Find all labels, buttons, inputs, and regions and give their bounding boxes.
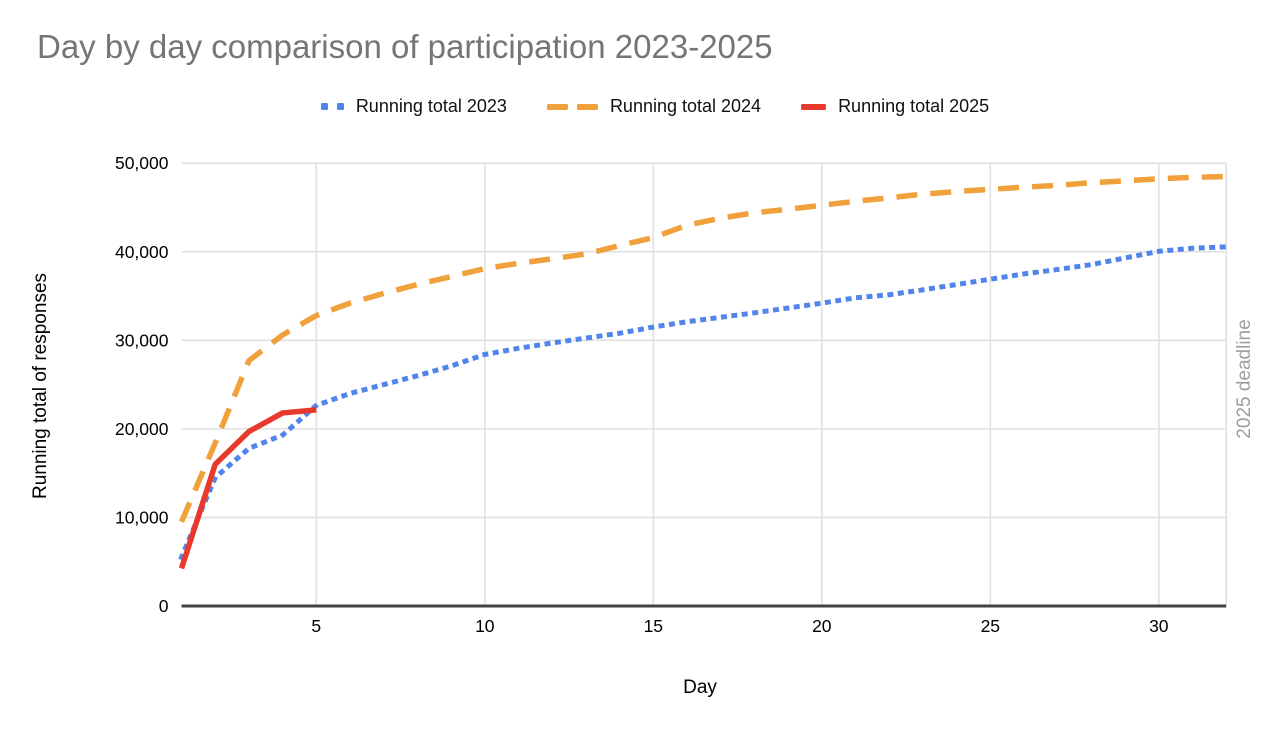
legend-label-2023: Running total 2023: [355, 96, 507, 116]
legend-item-2024: Running total 2024: [546, 96, 762, 117]
x-tick-label: 25: [981, 616, 1000, 636]
x-tick-label: 30: [1149, 616, 1169, 636]
y-tick-label: 50,000: [115, 153, 169, 173]
legend-label-2025: Running total 2025: [838, 96, 990, 116]
legend-item-2025: Running total 2025: [801, 96, 989, 117]
legend-label-2024: Running total 2024: [609, 96, 762, 116]
dotted-line-swatch-icon: [320, 103, 344, 110]
x-axis-title: Day: [683, 677, 717, 698]
x-tick-label: 10: [475, 616, 495, 636]
x-tick-label: 20: [812, 616, 832, 636]
series-line-running-total-2025: [178, 407, 317, 570]
y-tick-label: 40,000: [115, 242, 169, 262]
y-tick-label: 10,000: [115, 507, 169, 527]
y-axis-title: Running total of responses: [30, 272, 51, 500]
y-tick-label: 30,000: [115, 330, 169, 350]
y-tick-label: 20,000: [115, 419, 169, 439]
y-tick-label: 0: [159, 596, 169, 616]
legend-item-2023: Running total 2023: [320, 96, 507, 117]
x-tick-label: 15: [644, 616, 663, 636]
legend: Running total 2023 Running total 2024 Ru…: [0, 96, 1262, 117]
series-line-running-total-2024: [178, 173, 1227, 523]
x-tick-label: 5: [311, 616, 321, 636]
dashed-line-swatch-icon: [546, 103, 598, 110]
right-annotation: 2025 deadline: [1234, 319, 1255, 439]
chart-title: Day by day comparison of participation 2…: [37, 28, 773, 65]
solid-line-swatch-icon: [801, 103, 827, 110]
series-line-running-total-2023: [178, 244, 1229, 561]
